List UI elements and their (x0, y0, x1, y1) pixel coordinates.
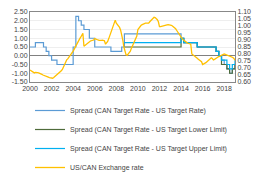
svg-text:Spread (CAN Target Rate - US T: Spread (CAN Target Rate - US Target Rate… (70, 107, 206, 115)
svg-text:2018: 2018 (216, 85, 232, 92)
svg-text:1.50: 1.50 (14, 26, 28, 33)
svg-text:0.65: 0.65 (237, 71, 251, 78)
svg-text:-0.50: -0.50 (12, 61, 28, 68)
svg-text:2004: 2004 (65, 85, 81, 92)
svg-text:Spread (CAN Target Rate - US T: Spread (CAN Target Rate - US Target Uppe… (70, 145, 227, 153)
svg-text:0.85: 0.85 (237, 43, 251, 50)
svg-text:0.80: 0.80 (237, 50, 251, 57)
svg-text:1.10: 1.10 (237, 8, 251, 15)
svg-text:0.50: 0.50 (14, 43, 28, 50)
svg-text:2010: 2010 (130, 85, 146, 92)
svg-text:0.75: 0.75 (237, 57, 251, 64)
svg-text:2.00: 2.00 (14, 17, 28, 24)
svg-text:1.00: 1.00 (14, 35, 28, 42)
svg-text:2.50: 2.50 (14, 8, 28, 15)
svg-text:2016: 2016 (195, 85, 211, 92)
svg-text:0.60: 0.60 (237, 78, 251, 85)
svg-text:0.00: 0.00 (14, 52, 28, 59)
svg-text:2008: 2008 (109, 85, 125, 92)
svg-text:2006: 2006 (87, 85, 103, 92)
svg-text:2000: 2000 (22, 85, 38, 92)
svg-text:-1.50: -1.50 (12, 78, 28, 85)
svg-text:2002: 2002 (44, 85, 60, 92)
svg-text:1.05: 1.05 (237, 15, 251, 22)
svg-text:Spread (CAN Target Rate - US T: Spread (CAN Target Rate - US Target Lowe… (70, 126, 227, 134)
svg-text:0.70: 0.70 (237, 64, 251, 71)
svg-text:2014: 2014 (173, 85, 189, 92)
svg-text:US/CAN Exchange rate: US/CAN Exchange rate (70, 164, 144, 172)
svg-text:2012: 2012 (152, 85, 168, 92)
svg-text:1.00: 1.00 (237, 22, 251, 29)
svg-text:0.90: 0.90 (237, 36, 251, 43)
svg-text:0.95: 0.95 (237, 29, 251, 36)
svg-text:-1.00: -1.00 (12, 70, 28, 77)
